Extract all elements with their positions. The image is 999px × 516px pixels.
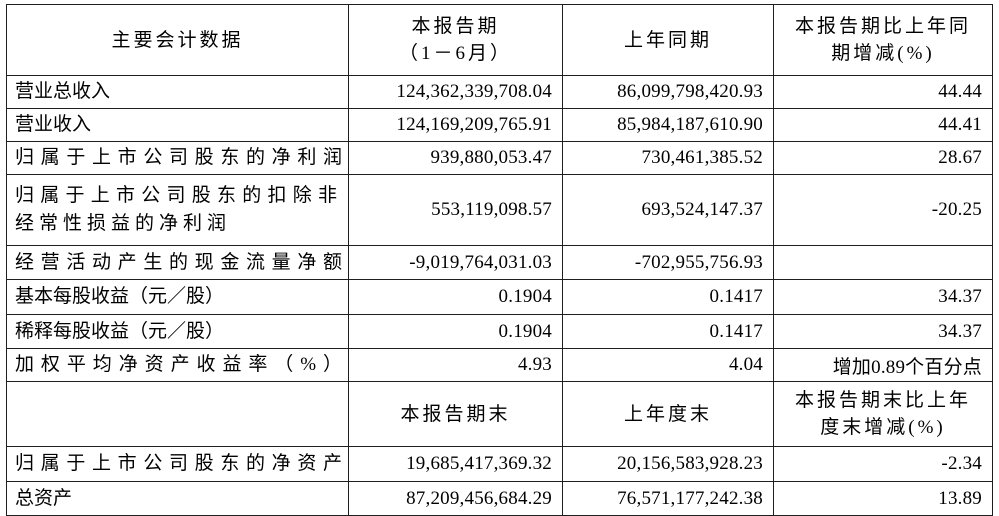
financial-summary-table: 主要会计数据 本报告期 （1－6月） 上年同期 本报告期比上年同 期增减(%) …: [6, 4, 993, 516]
change-value-cell: 44.41: [773, 108, 993, 142]
table-header-row-period-end: 本报告期末 上年度末 本报告期末比上年 度末增减(%): [6, 381, 993, 447]
metric-label-cell: 稀释每股收益（元／股）: [6, 314, 349, 349]
current-period-value-cell: 0.1904: [348, 279, 563, 315]
prior-period-value-cell: 85,984,187,610.90: [562, 108, 774, 142]
current-period-value-cell: 124,169,209,765.91: [348, 108, 563, 142]
current-period-value-cell: 0.1904: [348, 314, 563, 349]
prior-period-value-cell: 86,099,798,420.93: [562, 75, 774, 109]
col-header-end-change: 本报告期末比上年 度末增减(%): [773, 381, 993, 447]
prior-period-value-cell: 730,461,385.52: [562, 141, 774, 175]
table-row: 稀释每股收益（元／股） 0.1904 0.1417 34.37: [6, 314, 993, 349]
change-value-cell: 44.44: [773, 75, 993, 109]
col-header-prior-period: 上年同期: [562, 4, 774, 76]
change-value-cell: [773, 245, 993, 280]
prior-period-value-cell: 0.1417: [562, 279, 774, 315]
table-row: 归属于上市公司股东的扣除非经常性损益的净利润 553,119,098.57 69…: [6, 174, 993, 246]
prior-period-value-cell: 76,571,177,242.38: [562, 481, 774, 516]
table-row: 营业总收入 124,362,339,708.04 86,099,798,420.…: [6, 75, 993, 109]
col-header-period-change: 本报告期比上年同 期增减(%): [773, 4, 993, 76]
metric-label-cell: 营业收入: [6, 108, 349, 142]
prior-period-value-cell: 0.1417: [562, 314, 774, 349]
col-header-current-period-end: 本报告期末: [348, 381, 563, 447]
table-header-row-period: 主要会计数据 本报告期 （1－6月） 上年同期 本报告期比上年同 期增减(%): [6, 4, 993, 76]
current-period-value-cell: 553,119,098.57: [348, 174, 563, 246]
metric-label-cell: 归属于上市公司股东的净利润: [6, 141, 349, 175]
change-value-cell: -2.34: [773, 446, 993, 482]
prior-period-value-cell: 20,156,583,928.23: [562, 446, 774, 482]
change-value-cell: 13.89: [773, 481, 993, 516]
metric-label-cell: 经营活动产生的现金流量净额: [6, 245, 349, 280]
current-period-value-cell: 4.93: [348, 348, 563, 382]
spacer-header-cell: [6, 381, 349, 447]
change-value-cell: -20.25: [773, 174, 993, 246]
current-period-value-cell: 124,362,339,708.04: [348, 75, 563, 109]
current-period-value-cell: 19,685,417,369.32: [348, 446, 563, 482]
table-row: 经营活动产生的现金流量净额 -9,019,764,031.03 -702,955…: [6, 245, 993, 280]
change-value-cell: 34.37: [773, 314, 993, 349]
table-row: 基本每股收益（元／股） 0.1904 0.1417 34.37: [6, 279, 993, 315]
metric-label-cell: 加权平均净资产收益率（%）: [6, 348, 349, 382]
prior-period-value-cell: -702,955,756.93: [562, 245, 774, 280]
change-value-cell: 34.37: [773, 279, 993, 315]
table-row: 营业收入 124,169,209,765.91 85,984,187,610.9…: [6, 108, 993, 142]
current-period-value-cell: -9,019,764,031.03: [348, 245, 563, 280]
col-header-current-period: 本报告期 （1－6月）: [348, 4, 563, 76]
table-row: 归属于上市公司股东的净利润 939,880,053.47 730,461,385…: [6, 141, 993, 175]
col-header-prior-year-end: 上年度末: [562, 381, 774, 447]
col-header-metrics: 主要会计数据: [6, 4, 349, 76]
change-value-cell: 增加0.89个百分点: [773, 348, 993, 382]
metric-label-cell: 总资产: [6, 481, 349, 516]
table-row: 总资产 87,209,456,684.29 76,571,177,242.38 …: [6, 481, 993, 516]
table-row: 归属于上市公司股东的净资产 19,685,417,369.32 20,156,5…: [6, 446, 993, 482]
metric-label-cell: 归属于上市公司股东的扣除非经常性损益的净利润: [6, 174, 349, 246]
metric-label-cell: 基本每股收益（元／股）: [6, 279, 349, 315]
table-row: 加权平均净资产收益率（%） 4.93 4.04 增加0.89个百分点: [6, 348, 993, 382]
change-value-cell: 28.67: [773, 141, 993, 175]
current-period-value-cell: 939,880,053.47: [348, 141, 563, 175]
metric-label-cell: 营业总收入: [6, 75, 349, 109]
prior-period-value-cell: 693,524,147.37: [562, 174, 774, 246]
current-period-value-cell: 87,209,456,684.29: [348, 481, 563, 516]
prior-period-value-cell: 4.04: [562, 348, 774, 382]
metric-label-cell: 归属于上市公司股东的净资产: [6, 446, 349, 482]
